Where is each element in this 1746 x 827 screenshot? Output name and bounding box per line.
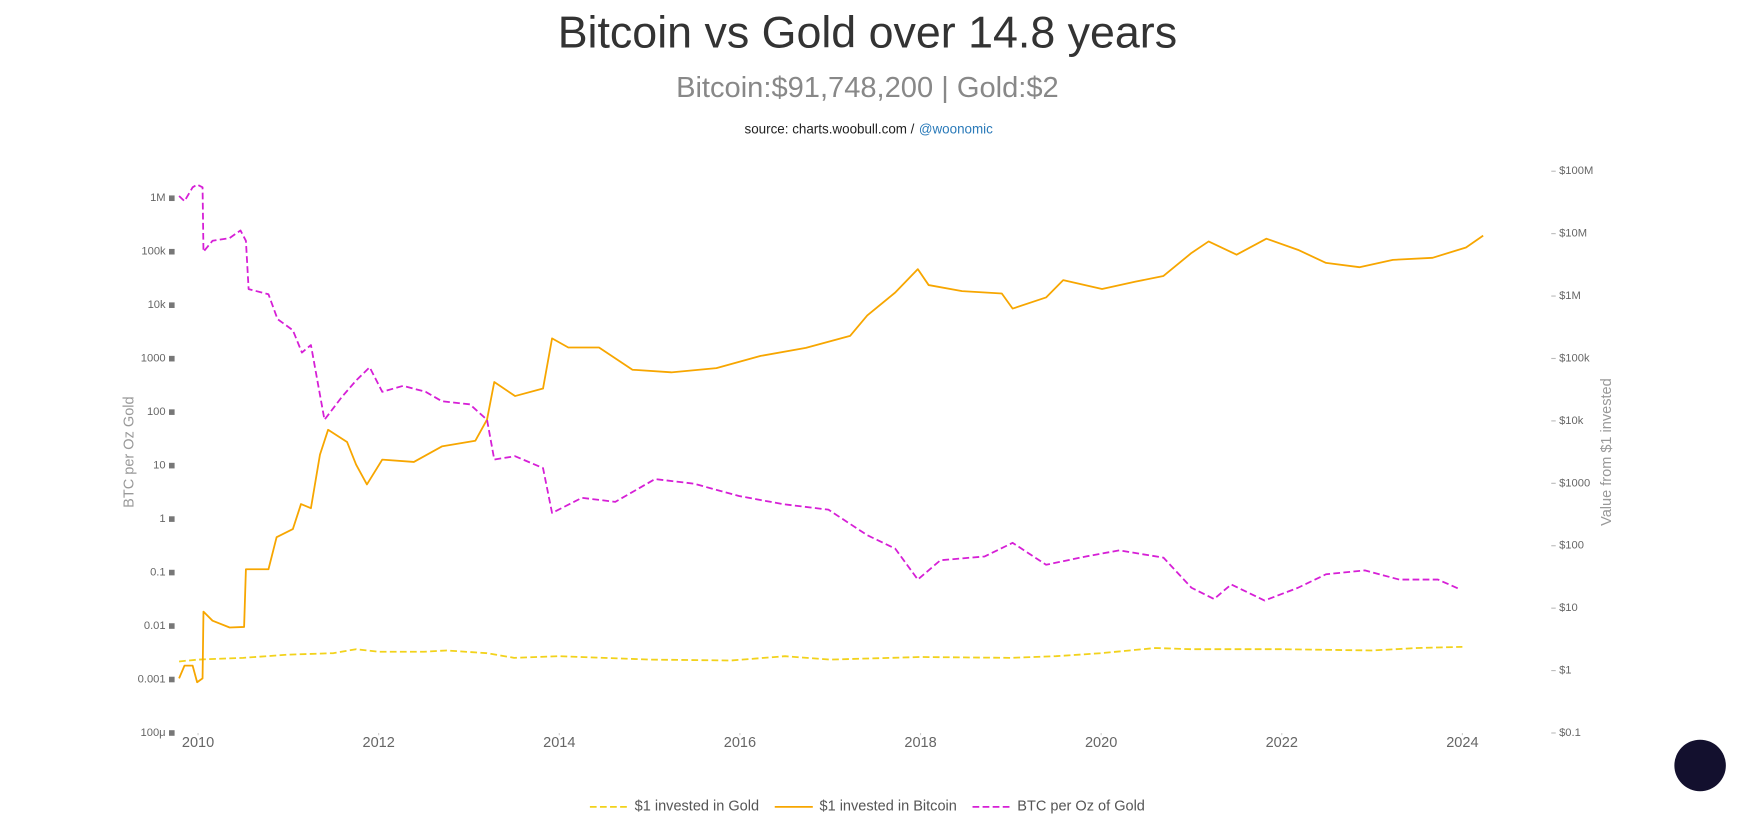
x-tick-label: 2012 xyxy=(362,735,394,751)
x-tick-label: 2020 xyxy=(1085,735,1117,751)
y-tick-label: 1 xyxy=(159,513,165,525)
y-tick-label: 10 xyxy=(153,460,165,472)
y-tick-label: 100k xyxy=(141,246,166,258)
series-line xyxy=(178,645,1463,663)
y-tick-label: 1000 xyxy=(141,353,166,365)
x-tick-label: 2016 xyxy=(724,735,756,751)
y2-tick-label: $1M xyxy=(1559,290,1581,302)
legend-label: BTC per Oz of Gold xyxy=(1017,799,1145,815)
y2-tick-label: $0.1 xyxy=(1559,727,1581,739)
x-tick-label: 2010 xyxy=(182,735,214,751)
x-tick-label: 2018 xyxy=(904,735,936,751)
y-tick-mark xyxy=(169,730,175,736)
y-tick-mark xyxy=(169,355,175,362)
y-tick-mark xyxy=(169,623,175,629)
y2-tick-label: $100k xyxy=(1559,352,1590,364)
source-link[interactable]: @woonomic xyxy=(919,121,993,136)
y2-tick-label: $100M xyxy=(1559,165,1593,177)
y-tick-mark xyxy=(169,569,175,576)
y-tick-label: 0.1 xyxy=(150,567,166,579)
chat-button[interactable] xyxy=(1674,739,1726,792)
y-tick-label: 100μ xyxy=(141,727,166,739)
legend-label: $1 invested in Gold xyxy=(635,799,759,815)
y2-tick-label: $1000 xyxy=(1559,477,1590,489)
y-tick-label: 0.01 xyxy=(144,620,166,632)
y2-tick-label: $10k xyxy=(1559,415,1584,427)
y-tick-mark xyxy=(169,516,175,522)
x-tick-label: 2022 xyxy=(1266,735,1298,751)
y2-tick-label: $10M xyxy=(1559,228,1587,240)
legend-label: $1 invested in Bitcoin xyxy=(820,799,957,815)
y2-tick-label: $100 xyxy=(1559,540,1584,552)
chart-title: Bitcoin vs Gold over 14.8 years xyxy=(558,8,1177,58)
y-tick-mark xyxy=(169,302,175,308)
source: source: charts.woobull.com / xyxy=(745,121,915,136)
series-line xyxy=(178,234,1484,684)
y-tick-mark xyxy=(169,462,175,469)
y-tick-label: 1M xyxy=(150,192,166,204)
series-line xyxy=(178,183,1461,602)
y2-tick-label: $10 xyxy=(1559,602,1578,614)
y-tick-label: 10k xyxy=(148,299,166,311)
x-tick-label: 2024 xyxy=(1446,735,1478,751)
y-tick-mark xyxy=(169,195,175,202)
y2-tick-label: $1 xyxy=(1559,665,1571,677)
y-tick-label: 100 xyxy=(147,406,166,418)
chart-subtitle: Bitcoin:$91,748,200 | Gold:$2 xyxy=(676,72,1059,104)
y-tick-mark xyxy=(169,248,175,255)
y-axis-title: BTC per Oz Gold xyxy=(122,396,138,507)
y-tick-mark xyxy=(169,676,175,683)
y-tick-mark xyxy=(169,409,175,415)
y-tick-label: 0.001 xyxy=(138,673,166,685)
legend: $1 invested in Gold $1 invested in Bitcoi… xyxy=(589,799,1145,815)
y2-axis-title: Value from $1 invested xyxy=(1599,378,1615,526)
x-tick-label: 2014 xyxy=(543,735,575,751)
